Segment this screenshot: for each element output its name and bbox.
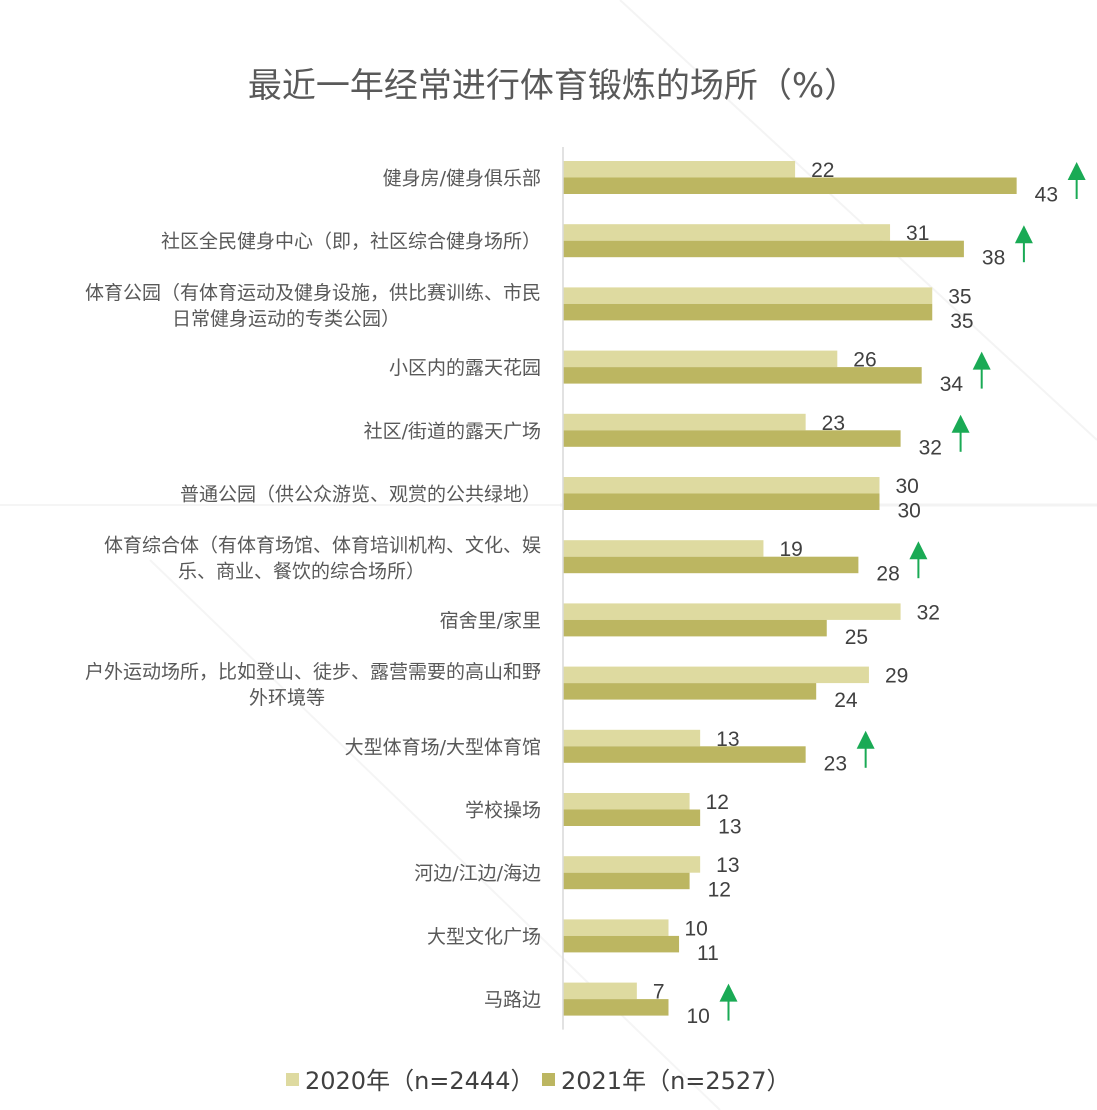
category-label-line2: 外环境等 xyxy=(249,687,325,709)
category-label: 马路边 xyxy=(484,989,541,1011)
bar-2021 xyxy=(563,556,859,574)
data-label-2020: 13 xyxy=(716,854,739,877)
data-label-2020: 7 xyxy=(653,981,665,1004)
bar-2021 xyxy=(563,177,1017,194)
bar-2020 xyxy=(563,793,690,810)
data-label-2021: 34 xyxy=(940,373,964,396)
data-label-2020: 31 xyxy=(906,222,929,245)
category-label: 大型文化广场 xyxy=(427,926,541,948)
legend-label-2021: 2021年（n=2527） xyxy=(561,1067,790,1095)
bar-2020 xyxy=(563,161,796,178)
bar-2020 xyxy=(563,540,764,557)
data-label-2021: 38 xyxy=(982,247,1005,270)
data-label-2021: 30 xyxy=(898,500,921,523)
legend-swatch-2021 xyxy=(542,1073,555,1086)
data-label-2021: 35 xyxy=(950,310,973,333)
bar-2020 xyxy=(563,287,933,304)
bar-2021 xyxy=(563,935,680,953)
data-label-2020: 19 xyxy=(779,538,802,561)
data-label-2020: 13 xyxy=(716,728,739,751)
data-label-2020: 12 xyxy=(706,791,729,814)
category-label: 户外运动场所，比如登山、徒步、露营需要的高山和野 xyxy=(85,661,541,683)
increase-arrow-icon xyxy=(856,730,875,768)
bar-2021 xyxy=(563,746,806,763)
plot-area: 2243健身房/健身俱乐部3138社区全民健身中心（即，社区综合健身场所）353… xyxy=(85,147,1086,1030)
bar-2021 xyxy=(563,872,690,890)
bar-2020 xyxy=(563,666,869,684)
category-label-line2: 日常健身运动的专类公园） xyxy=(172,308,400,330)
bar-2021 xyxy=(563,809,701,826)
increase-arrow-icon xyxy=(719,983,738,1021)
bar-2021 xyxy=(563,619,827,637)
bar-2021 xyxy=(563,303,933,321)
bar-2020 xyxy=(563,856,701,873)
category-label: 小区内的露天花园 xyxy=(389,357,541,379)
data-label-2021: 24 xyxy=(834,689,858,712)
category-label: 社区全民健身中心（即，社区综合健身场所） xyxy=(161,231,541,253)
category-label: 健身房/健身俱乐部 xyxy=(383,168,541,190)
legend-swatch-2020 xyxy=(286,1073,299,1086)
bar-2021 xyxy=(563,683,817,700)
bar-2020 xyxy=(563,350,838,368)
bar-2020 xyxy=(563,982,637,1000)
category-label: 普通公园（供公众游览、观赏的公共绿地） xyxy=(180,484,541,506)
category-label: 体育公园（有体育运动及健身设施，供比赛训练、市民 xyxy=(85,282,541,304)
data-label-2020: 29 xyxy=(885,665,908,688)
data-label-2021: 28 xyxy=(876,563,899,586)
category-label: 河边/江边/海边 xyxy=(414,863,541,885)
category-label: 体育综合体（有体育场馆、体育培训机构、文化、娱 xyxy=(104,535,541,557)
category-label: 社区/街道的露天广场 xyxy=(364,420,541,442)
data-label-2020: 23 xyxy=(822,412,845,435)
bar-2021 xyxy=(563,999,669,1016)
data-label-2021: 23 xyxy=(824,752,847,775)
bar-2020 xyxy=(563,477,880,494)
category-label: 大型体育场/大型体育馆 xyxy=(345,736,541,758)
data-label-2020: 10 xyxy=(685,917,708,940)
data-label-2021: 32 xyxy=(919,436,942,459)
bar-2021 xyxy=(563,430,901,447)
legend-label-2020: 2020年（n=2444） xyxy=(305,1067,534,1095)
data-label-2020: 30 xyxy=(896,475,919,498)
bar-2021 xyxy=(563,367,922,384)
bar-2020 xyxy=(563,729,701,747)
chart-title: 最近一年经常进行体育锻炼的场所（%） xyxy=(248,66,858,106)
data-label-2020: 32 xyxy=(917,601,940,624)
bar-2020 xyxy=(563,224,891,241)
increase-arrow-icon xyxy=(1014,225,1033,263)
increase-arrow-icon xyxy=(909,541,928,579)
bar-2020 xyxy=(563,919,669,936)
data-label-2021: 11 xyxy=(697,942,719,965)
data-label-2021: 43 xyxy=(1035,184,1058,207)
data-label-2020: 22 xyxy=(811,159,834,182)
bar-2020 xyxy=(563,413,806,431)
data-label-2020: 26 xyxy=(853,349,876,372)
data-label-2021: 13 xyxy=(718,816,741,839)
data-label-2021: 25 xyxy=(845,626,868,649)
increase-arrow-icon xyxy=(972,351,991,389)
bar-2021 xyxy=(563,240,964,258)
bar-2021 xyxy=(563,493,880,510)
bar-2020 xyxy=(563,603,901,620)
increase-arrow-icon xyxy=(951,414,970,452)
increase-arrow-icon xyxy=(1067,162,1086,199)
category-label-line2: 乐、商业、餐饮的综合场所） xyxy=(178,561,425,583)
data-label-2021: 12 xyxy=(708,879,731,902)
category-label: 宿舍里/家里 xyxy=(440,610,541,632)
legend: 2020年（n=2444） 2021年（n=2527） xyxy=(286,1067,790,1095)
data-label-2021: 10 xyxy=(687,1005,710,1028)
category-label: 学校操场 xyxy=(465,800,541,822)
data-label-2020: 35 xyxy=(948,285,971,308)
